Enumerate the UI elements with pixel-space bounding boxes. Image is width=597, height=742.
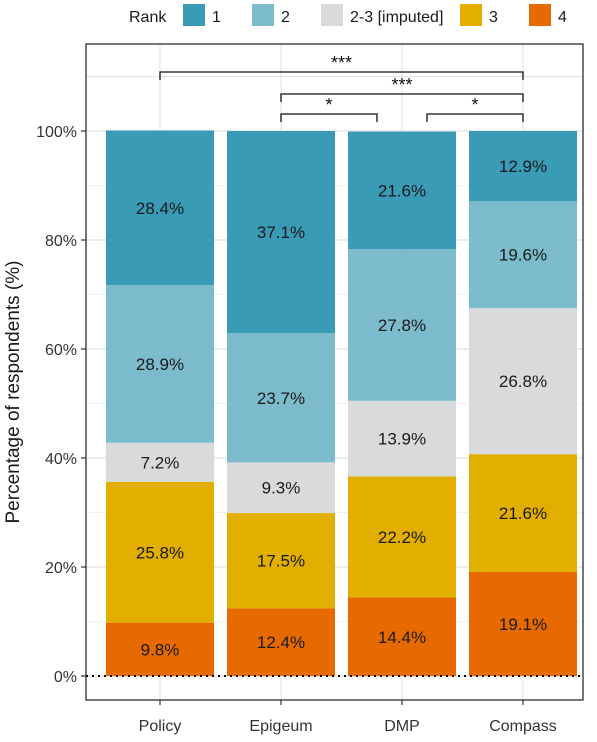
legend-swatch-1: [183, 4, 205, 26]
bar-segment-compass-rank-4: [469, 571, 577, 676]
legend-swatch-2: [252, 4, 274, 26]
y-tick-label: 20%: [45, 560, 77, 577]
significance-label: *: [471, 95, 478, 115]
significance-label: ***: [391, 75, 412, 95]
bar-segment-policy-rank-2: [106, 285, 214, 443]
bar-value-label: 9.8%: [141, 640, 180, 659]
y-tick-label: 80%: [45, 233, 77, 250]
bar-value-label: 19.6%: [499, 246, 547, 265]
y-tick-label: 40%: [45, 451, 77, 468]
bar-value-label: 12.9%: [499, 157, 547, 176]
bar-segment-dmp-rank-3: [348, 476, 456, 598]
bar-value-label: 22.2%: [378, 528, 426, 547]
bar-segment-compass-rank-2-3-imputed-: [469, 308, 577, 455]
bar-segment-dmp-rank-4: [348, 597, 456, 676]
legend-swatch-2-3-imputed-: [321, 4, 343, 26]
bar-segment-policy-rank-4: [106, 622, 214, 676]
legend-label: 1: [212, 9, 221, 26]
legend-label: 4: [558, 9, 567, 26]
bar-segment-dmp-rank-1: [348, 131, 456, 250]
legend-swatch-3: [460, 4, 482, 26]
y-tick-label: 60%: [45, 342, 77, 359]
significance-bracket: [280, 113, 378, 122]
bar-segment-epigeum-rank-3: [227, 513, 335, 609]
bar-segment-compass-rank-1: [469, 131, 577, 202]
x-tick-label-dmp: DMP: [384, 718, 420, 735]
y-tick-label: 100%: [36, 124, 77, 141]
bar-value-label: 9.3%: [262, 479, 301, 498]
bars: 9.8% 25.8% 7.2% 28.9% 28.4% 12.4% 17.5% 9.3% 23.…: [106, 130, 577, 676]
legend: Rank 1 2 2-3 [imputed] 3 4: [129, 4, 567, 26]
bar-value-label: 37.1%: [257, 223, 305, 242]
x-tick-label-policy: Policy: [139, 718, 182, 735]
significance-bracket: [426, 113, 524, 122]
bar-value-label: 27.8%: [378, 316, 426, 335]
bar-segment-policy-rank-3: [106, 481, 214, 623]
bar-segment-epigeum-rank-2: [227, 333, 335, 463]
bar-segment-dmp-rank-2: [348, 249, 456, 401]
bar-value-label: 28.9%: [136, 355, 184, 374]
bar-segment-policy-rank-1: [106, 130, 214, 286]
bar-value-label: 13.9%: [378, 430, 426, 449]
y-axis-title: Percentage of respondents (%): [3, 261, 24, 524]
bar-value-label: 26.8%: [499, 372, 547, 391]
bar-segment-epigeum-rank-4: [227, 608, 335, 676]
bar-value-label: 19.1%: [499, 615, 547, 634]
legend-label: 3: [489, 9, 498, 26]
axes: 0% 20% 40% 60% 80% 100% Policy Epigeum DMP Compas…: [3, 43, 584, 735]
significance-bracket: [159, 71, 524, 80]
significance-brackets: ******* *: [159, 53, 524, 122]
bar-segment-compass-rank-2: [469, 201, 577, 309]
bar-value-label: 21.6%: [378, 181, 426, 200]
bar-value-label: 28.4%: [136, 199, 184, 218]
legend-label: 2-3 [imputed]: [350, 9, 443, 26]
bar-value-label: 21.6%: [499, 504, 547, 523]
significance-label: ***: [331, 53, 352, 73]
bar-value-label: 25.8%: [136, 543, 184, 562]
significance-bracket: [280, 93, 524, 102]
plot-border: [85, 43, 584, 701]
bar-value-label: 14.4%: [378, 628, 426, 647]
legend-title: Rank: [129, 9, 167, 26]
bar-segment-policy-rank-2-3-imputed-: [106, 442, 214, 482]
bar-value-label: 12.4%: [257, 633, 305, 652]
y-tick-label: 0%: [54, 669, 77, 686]
bar-segment-epigeum-rank-2-3-imputed-: [227, 462, 335, 514]
legend-label: 2: [281, 9, 290, 26]
x-tick-label-epigeum: Epigeum: [249, 718, 312, 735]
bar-segment-epigeum-rank-1: [227, 131, 335, 334]
bar-value-label: 7.2%: [141, 453, 180, 472]
significance-label: *: [325, 95, 332, 115]
bar-segment-dmp-rank-2-3-imputed-: [348, 400, 456, 477]
bar-segment-compass-rank-3: [469, 454, 577, 572]
bar-value-label: 23.7%: [257, 389, 305, 408]
bar-value-label: 17.5%: [257, 552, 305, 571]
x-tick-label-compass: Compass: [489, 718, 557, 735]
legend-swatch-4: [529, 4, 551, 26]
